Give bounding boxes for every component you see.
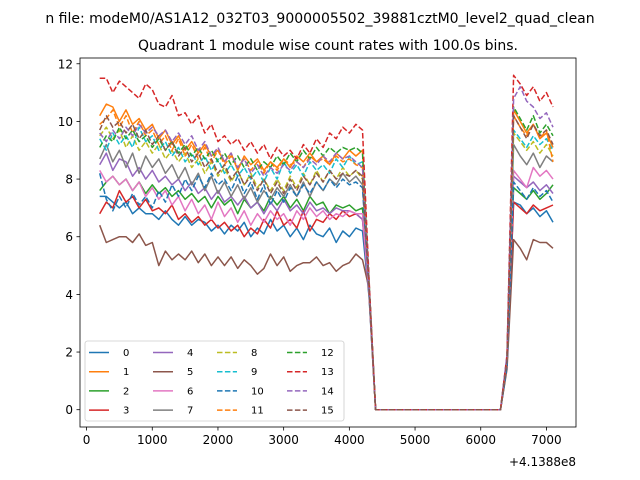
legend-label-11: 11 — [251, 406, 264, 417]
y-tick-label: 4 — [65, 288, 73, 302]
legend-label-0: 0 — [123, 348, 129, 359]
y-tick-label: 2 — [65, 346, 73, 360]
plot-area: 0 1000 2000 3000 4000 5000 6000 7000 024681012 … — [58, 57, 577, 469]
axes-frame — [79, 57, 577, 428]
x-tick-label: 1000 — [137, 433, 168, 447]
legend-label-15: 15 — [321, 406, 334, 417]
legend-label-14: 14 — [321, 386, 334, 397]
y-axis-ticks: 0 2 4 6 8 10 12 — [58, 57, 80, 417]
x-tick-label: 7000 — [531, 433, 562, 447]
series-lines — [98, 74, 554, 411]
legend-label-7: 7 — [187, 406, 193, 417]
x-tick-label: 3000 — [268, 433, 299, 447]
legend-label-9: 9 — [251, 367, 257, 378]
legend-label-12: 12 — [321, 348, 334, 359]
figure-suptitle: n file: modeM0/AS1A12_032T03_9000005502_… — [45, 11, 594, 27]
y-tick-label: 0 — [65, 403, 73, 417]
x-tick-label: 2000 — [203, 433, 234, 447]
series-line-15 — [99, 114, 554, 411]
x-tick-label: 6000 — [465, 433, 496, 447]
legend-label-13: 13 — [321, 367, 334, 378]
x-tick-label: 0 — [83, 433, 91, 447]
legend-label-3: 3 — [123, 406, 129, 417]
y-tick-label: 8 — [65, 173, 73, 187]
x-axis-offset-label: +4.1388e8 — [509, 455, 576, 469]
y-tick-label: 6 — [65, 230, 73, 244]
legend-label-10: 10 — [251, 386, 264, 397]
legend-box — [84, 340, 345, 422]
legend-label-5: 5 — [187, 367, 193, 378]
y-tick-label: 12 — [58, 57, 73, 71]
legend-label-6: 6 — [187, 386, 193, 397]
x-tick-label: 4000 — [334, 433, 365, 447]
legend-label-1: 1 — [123, 367, 129, 378]
series-line-9 — [99, 126, 554, 411]
legend-label-2: 2 — [123, 386, 129, 397]
chart-title: Quadrant 1 module wise count rates with … — [138, 38, 518, 54]
y-tick-label: 10 — [58, 115, 73, 129]
legend-label-4: 4 — [187, 348, 193, 359]
x-axis-ticks: 0 1000 2000 3000 4000 5000 6000 7000 — [83, 427, 562, 447]
series-line-13 — [99, 74, 554, 411]
series-line-11 — [99, 109, 554, 411]
x-tick-label: 5000 — [400, 433, 431, 447]
legend-label-8: 8 — [251, 348, 257, 359]
